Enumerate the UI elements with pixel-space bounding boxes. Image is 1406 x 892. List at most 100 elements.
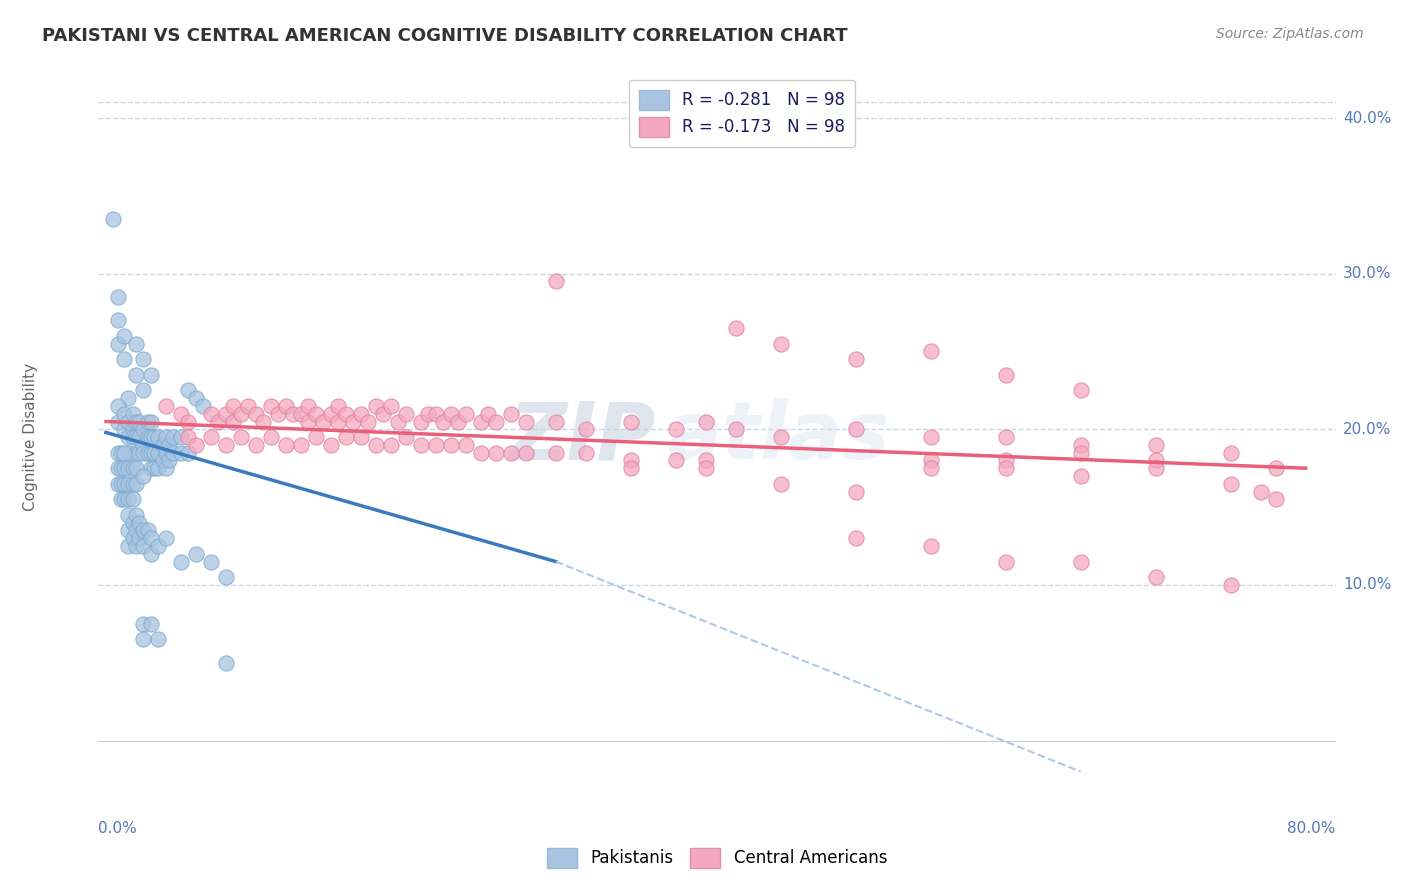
Point <box>454 438 477 452</box>
Point <box>305 407 328 421</box>
Point <box>409 415 432 429</box>
Point <box>364 399 387 413</box>
Point <box>128 445 150 459</box>
Point <box>267 407 290 421</box>
Point <box>1219 476 1241 491</box>
Point <box>994 368 1017 382</box>
Point <box>222 415 245 429</box>
Point <box>177 445 200 459</box>
Point <box>425 407 447 421</box>
Point <box>112 407 135 421</box>
Point <box>107 399 129 413</box>
Point <box>125 476 148 491</box>
Point <box>575 445 598 459</box>
Point <box>544 275 567 289</box>
Point <box>103 212 125 227</box>
Point <box>575 422 598 436</box>
Point <box>1219 445 1241 459</box>
Point <box>695 453 717 467</box>
Point <box>139 547 162 561</box>
Point <box>152 453 174 467</box>
Point <box>1070 555 1092 569</box>
Point <box>148 461 170 475</box>
Point <box>200 407 222 421</box>
Point <box>1144 570 1167 584</box>
Point <box>485 415 508 429</box>
Point <box>544 415 567 429</box>
Point <box>139 430 162 444</box>
Point <box>1144 453 1167 467</box>
Point <box>1070 384 1092 398</box>
Point <box>222 399 245 413</box>
Point <box>155 399 177 413</box>
Point <box>132 445 155 459</box>
Point <box>245 438 267 452</box>
Point <box>440 407 463 421</box>
Point <box>142 445 165 459</box>
Point <box>260 399 283 413</box>
Point <box>665 422 688 436</box>
Point <box>319 407 342 421</box>
Point <box>724 321 747 335</box>
Point <box>920 453 942 467</box>
Point <box>132 352 155 367</box>
Point <box>769 336 792 351</box>
Point <box>117 539 139 553</box>
Point <box>328 399 350 413</box>
Point <box>110 445 132 459</box>
Point <box>695 461 717 475</box>
Point <box>155 531 177 545</box>
Point <box>122 492 145 507</box>
Point <box>139 616 162 631</box>
Point <box>107 313 129 327</box>
Point <box>117 430 139 444</box>
Point <box>107 476 129 491</box>
Point <box>328 415 350 429</box>
Point <box>148 539 170 553</box>
Point <box>395 407 418 421</box>
Text: PAKISTANI VS CENTRAL AMERICAN COGNITIVE DISABILITY CORRELATION CHART: PAKISTANI VS CENTRAL AMERICAN COGNITIVE … <box>42 27 848 45</box>
Point <box>335 430 357 444</box>
Point <box>1070 469 1092 483</box>
Point <box>125 445 148 459</box>
Point <box>920 430 942 444</box>
Point <box>112 445 135 459</box>
Point <box>305 430 328 444</box>
Point <box>184 438 207 452</box>
Point <box>485 445 508 459</box>
Point <box>117 492 139 507</box>
Point <box>122 476 145 491</box>
Point <box>845 484 868 499</box>
Point <box>128 531 150 545</box>
Point <box>724 422 747 436</box>
Point <box>112 352 135 367</box>
Point <box>994 430 1017 444</box>
Point <box>117 415 139 429</box>
Point <box>162 430 184 444</box>
Point <box>112 461 135 475</box>
Point <box>193 399 215 413</box>
Point <box>107 461 129 475</box>
Point <box>357 415 380 429</box>
Point <box>112 492 135 507</box>
Text: 10.0%: 10.0% <box>1343 577 1392 592</box>
Point <box>447 415 470 429</box>
Point <box>132 422 155 436</box>
Point <box>142 461 165 475</box>
Point <box>252 415 274 429</box>
Point <box>132 384 155 398</box>
Point <box>215 570 238 584</box>
Text: atlas: atlas <box>668 398 890 476</box>
Point <box>110 476 132 491</box>
Point <box>319 438 342 452</box>
Point <box>170 407 193 421</box>
Point <box>845 531 868 545</box>
Point <box>283 407 305 421</box>
Point <box>177 384 200 398</box>
Point <box>136 524 159 538</box>
Point <box>117 524 139 538</box>
Point <box>107 290 129 304</box>
Point <box>107 445 129 459</box>
Point <box>170 555 193 569</box>
Point <box>177 415 200 429</box>
